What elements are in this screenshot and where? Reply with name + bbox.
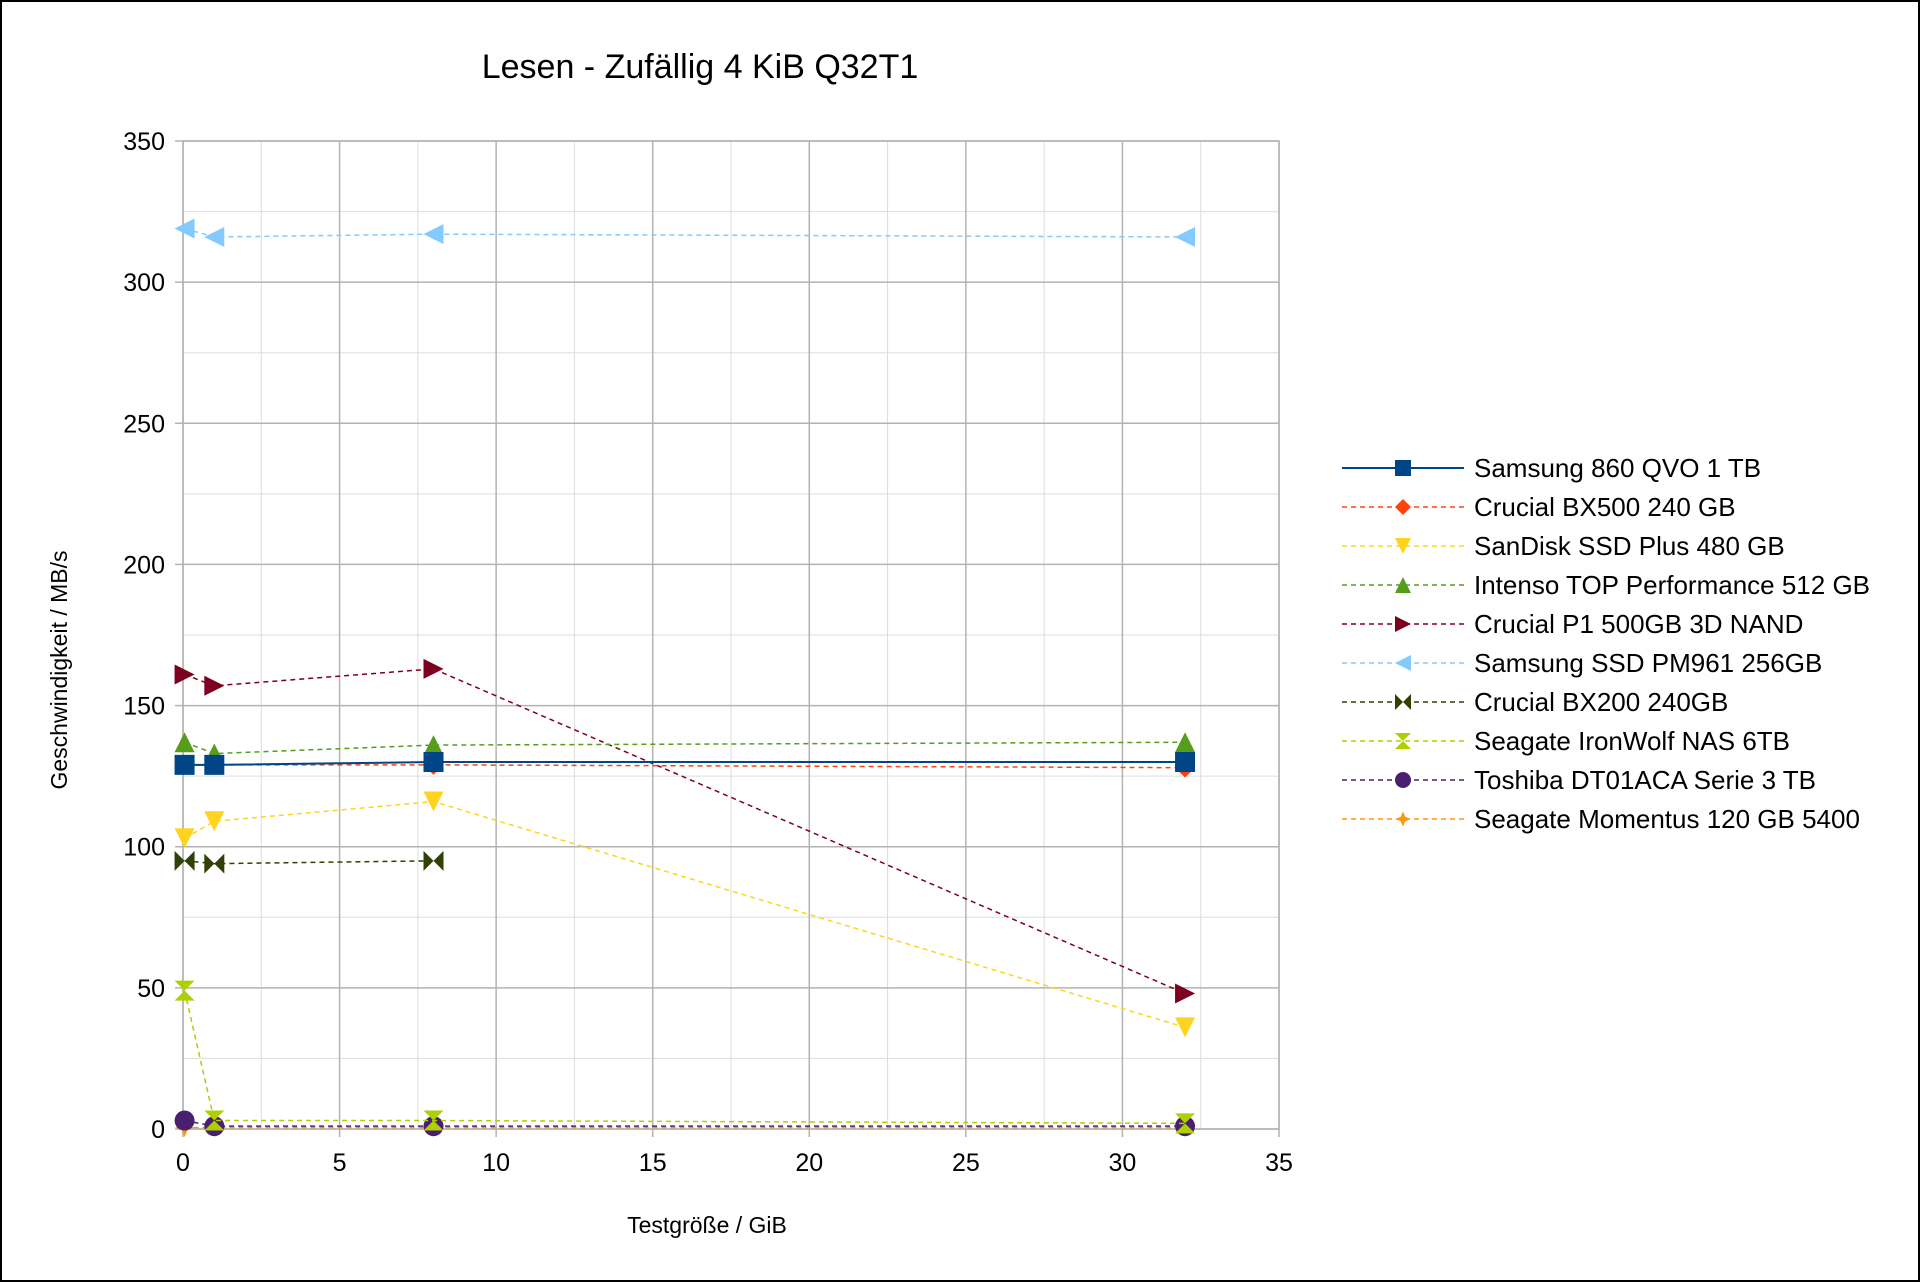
data-point (423, 752, 444, 773)
legend-entry: Intenso TOP Performance 512 GB (1342, 570, 1870, 600)
data-point (1175, 226, 1196, 247)
x-tick-label: 0 (176, 1149, 190, 1177)
series-group (174, 218, 1196, 1138)
data-point (204, 754, 225, 775)
x-tick-label: 25 (952, 1149, 980, 1177)
legend-entry: Crucial BX500 240 GB (1342, 492, 1736, 522)
series-9 (174, 1110, 1196, 1137)
legend-marker (1395, 694, 1411, 710)
legend-entry: Seagate Momentus 120 GB 5400 (1342, 804, 1860, 834)
series-line (184, 800, 1186, 1029)
data-point (1175, 752, 1196, 773)
y-tick-label: 200 (123, 551, 165, 579)
data-point (174, 850, 195, 871)
data-point (423, 791, 444, 812)
legend-label: Toshiba DT01ACA Serie 3 TB (1474, 765, 1816, 795)
series-7 (174, 850, 444, 874)
legend-marker (1395, 811, 1411, 827)
legend-entry: SanDisk SSD Plus 480 GB (1342, 531, 1785, 561)
data-point (1175, 732, 1196, 753)
x-tick-label: 20 (795, 1149, 823, 1177)
series-1 (174, 752, 1196, 775)
legend-label: Crucial P1 500GB 3D NAND (1474, 609, 1803, 639)
legend-marker (1395, 460, 1411, 476)
data-point (174, 754, 195, 775)
data-point (204, 1110, 225, 1131)
series-line (184, 741, 1186, 755)
data-point (174, 828, 195, 849)
data-point (423, 224, 444, 245)
legend-marker (1395, 655, 1411, 671)
x-axis-label: Testgröße / GiB (627, 1212, 787, 1238)
x-tick-label: 5 (333, 1149, 347, 1177)
series-line (184, 761, 1186, 766)
series-line (184, 1119, 1186, 1127)
series-line (184, 227, 1186, 238)
legend: Samsung 860 QVO 1 TB Crucial BX500 240 GB… (1342, 453, 1870, 834)
y-tick-label: 50 (137, 975, 165, 1003)
x-tick-label: 30 (1109, 1149, 1137, 1177)
data-point (423, 850, 444, 871)
data-point (204, 226, 225, 247)
data-point (204, 811, 225, 832)
legend-entry: Samsung SSD PM961 256GB (1342, 648, 1822, 678)
series-line (184, 668, 1186, 995)
legend-marker (1395, 538, 1411, 554)
y-tick-label: 300 (123, 269, 165, 297)
y-tick-label: 250 (123, 410, 165, 438)
series-6 (174, 218, 1196, 247)
y-tick-label: 0 (151, 1116, 165, 1144)
data-point (174, 980, 195, 1001)
series-8 (174, 980, 1196, 1134)
chart-title: Lesen - Zufällig 4 KiB Q32T1 (482, 48, 919, 86)
data-point (1175, 1113, 1196, 1134)
legend-marker (1395, 733, 1411, 749)
legend-label: Crucial BX200 240GB (1474, 687, 1728, 717)
x-tick-label: 15 (639, 1149, 667, 1177)
data-point (423, 658, 444, 679)
legend-label: Seagate Momentus 120 GB 5400 (1474, 804, 1860, 834)
y-tick-label: 150 (123, 693, 165, 721)
series-line (184, 764, 1186, 769)
legend-label: Intenso TOP Performance 512 GB (1474, 570, 1870, 600)
legend-entry: Crucial BX200 240GB (1342, 687, 1728, 717)
x-tick-label: 35 (1265, 1149, 1293, 1177)
legend-entry: Samsung 860 QVO 1 TB (1342, 453, 1761, 483)
legend-entry: Crucial P1 500GB 3D NAND (1342, 609, 1803, 639)
grid (182, 140, 1280, 1130)
data-point (1175, 1017, 1196, 1038)
series-5 (174, 658, 1196, 1004)
legend-marker (1395, 499, 1411, 515)
data-point (423, 735, 444, 756)
y-tick-label: 350 (123, 128, 165, 156)
legend-label: SanDisk SSD Plus 480 GB (1474, 531, 1785, 561)
data-point (174, 664, 195, 685)
legend-marker (1395, 577, 1411, 593)
series-4 (174, 732, 1196, 764)
series-3 (174, 791, 1196, 1038)
legend-entry: Toshiba DT01ACA Serie 3 TB (1342, 765, 1816, 795)
data-point (174, 1110, 195, 1131)
data-point (204, 675, 225, 696)
legend-label: Crucial BX500 240 GB (1474, 492, 1736, 522)
legend-marker (1395, 616, 1411, 632)
x-tick-label: 10 (482, 1149, 510, 1177)
series-line (183, 990, 1186, 1125)
legend-label: Seagate IronWolf NAS 6TB (1474, 726, 1790, 756)
legend-marker (1395, 772, 1411, 788)
y-tick-label: 100 (123, 834, 165, 862)
data-point (204, 853, 225, 874)
series-2 (174, 754, 1196, 778)
legend-entry: Seagate IronWolf NAS 6TB (1342, 726, 1790, 756)
data-point (423, 1110, 444, 1131)
data-point (1175, 983, 1196, 1004)
y-axis-label: Geschwindigkeit / MB/s (46, 550, 72, 789)
legend-label: Samsung 860 QVO 1 TB (1474, 453, 1761, 483)
data-point (174, 218, 195, 239)
data-point (174, 732, 195, 753)
legend-label: Samsung SSD PM961 256GB (1474, 648, 1822, 678)
